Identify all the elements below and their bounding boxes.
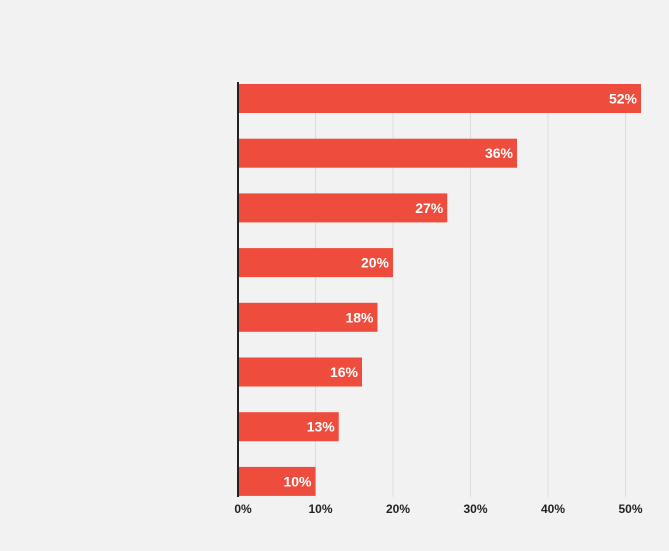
bar-value-label: 18% <box>345 309 374 325</box>
bar-value-label: 13% <box>307 419 336 435</box>
x-tick-label: 50% <box>618 502 642 516</box>
bars <box>238 84 641 496</box>
x-tick-label: 20% <box>386 502 410 516</box>
x-tick-label: 30% <box>463 502 487 516</box>
bar <box>238 302 378 332</box>
bar <box>238 357 362 387</box>
bar-value-label: 16% <box>330 364 359 380</box>
x-tick-label: 10% <box>308 502 332 516</box>
x-tick-label: 40% <box>541 502 565 516</box>
bar <box>238 84 641 113</box>
bar <box>238 248 393 278</box>
bar-value-label: 10% <box>283 473 312 489</box>
bar-value-label: 20% <box>361 255 390 271</box>
bar-value-label: 52% <box>609 91 638 107</box>
bar <box>238 412 339 442</box>
bar <box>238 138 517 168</box>
value-labels: 52% 36% 27% 20% 18% 16% 13% 10% <box>283 91 637 490</box>
x-axis-ticks: 0% 10% 20% 30% 40% 50% <box>234 502 643 516</box>
bar-value-label: 27% <box>415 200 444 216</box>
bar <box>238 193 448 223</box>
bar <box>238 466 316 496</box>
bar-value-label: 36% <box>485 145 514 161</box>
x-tick-label: 0% <box>234 502 252 516</box>
